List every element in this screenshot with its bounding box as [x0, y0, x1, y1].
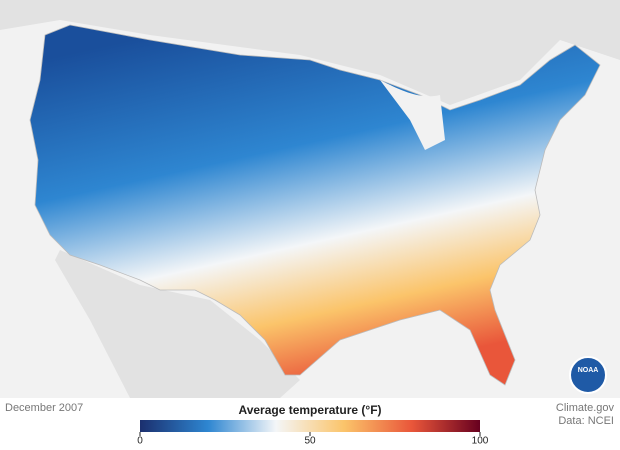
mexico [55, 250, 300, 398]
credit: Climate.gov [556, 402, 615, 414]
tick-label: 50 [304, 436, 316, 447]
source: Data: NCEI [558, 415, 614, 427]
date-label: December 2007 [5, 402, 83, 414]
canada [0, 0, 620, 105]
logo [569, 356, 607, 394]
tick-label: 0 [137, 436, 143, 447]
tick-label: 100 [472, 436, 489, 447]
great-lakes [380, 80, 445, 150]
colorbar [140, 420, 480, 432]
legend-title: Average temperature (°F) [238, 403, 381, 417]
logo-text: NOAA [578, 367, 599, 374]
